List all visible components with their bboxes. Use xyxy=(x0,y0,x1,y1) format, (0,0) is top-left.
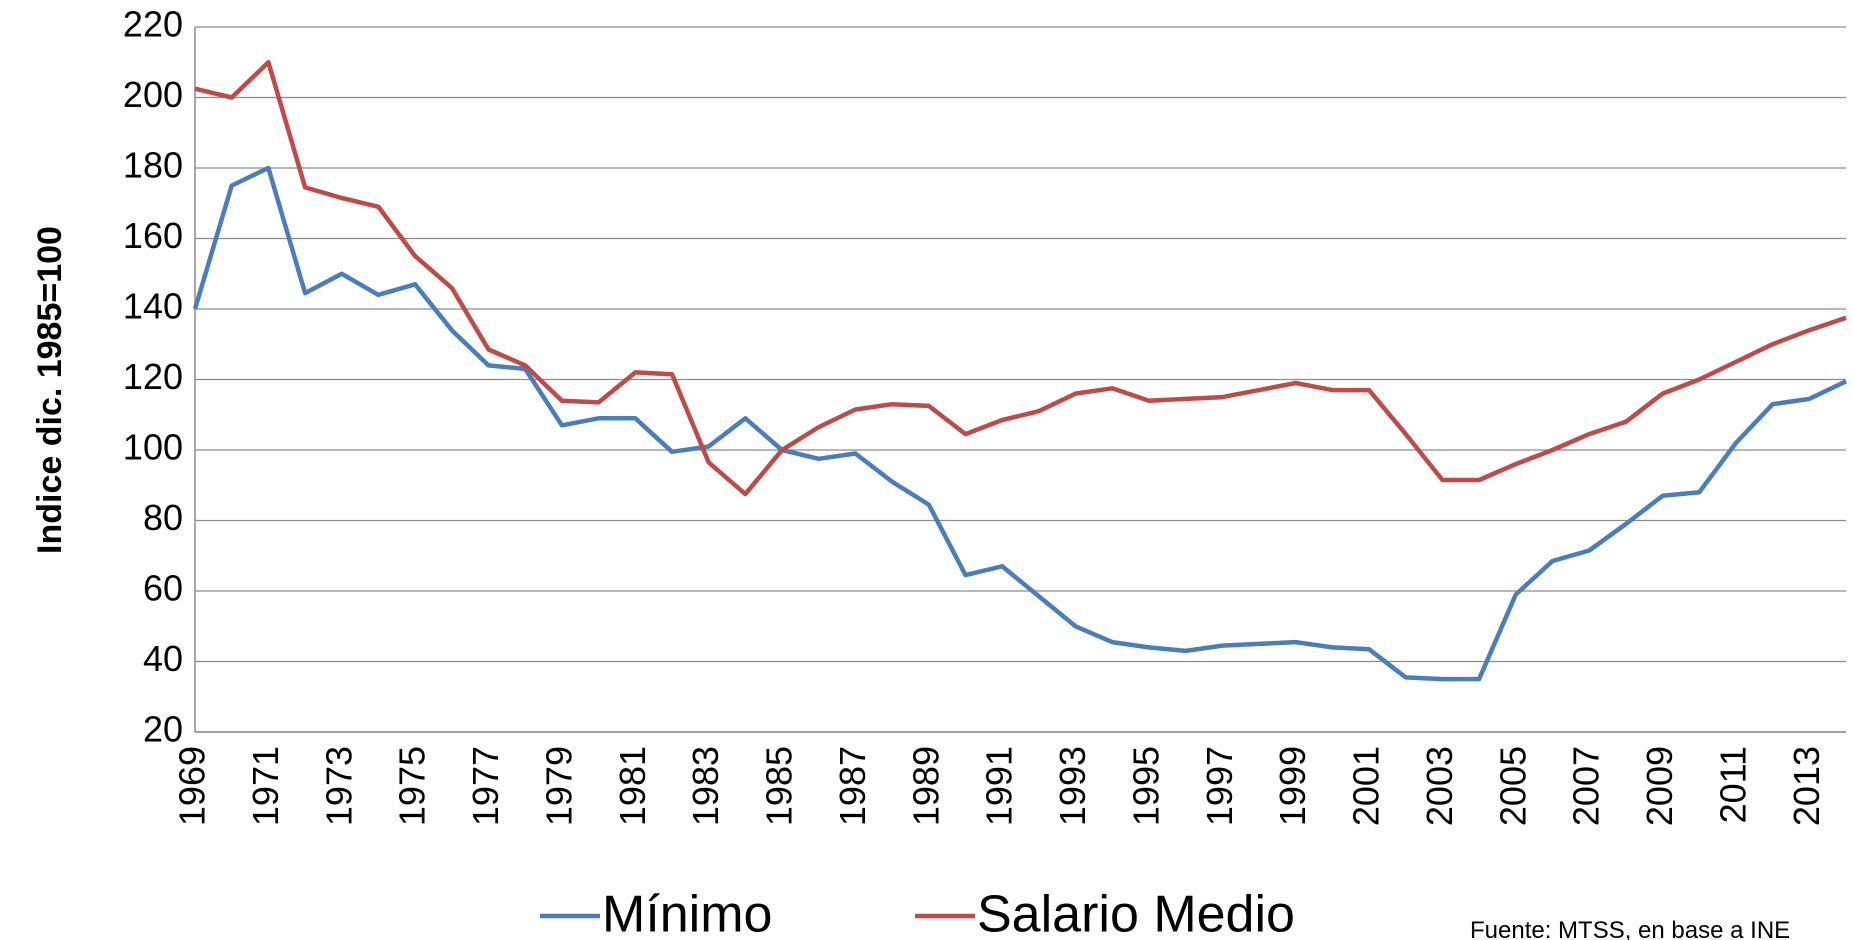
legend-label: Salario Medio xyxy=(977,886,1295,940)
y-tick-label: 80 xyxy=(143,497,183,538)
y-tick-label: 220 xyxy=(123,4,183,45)
y-tick-label: 100 xyxy=(123,427,183,468)
y-tick-label: 60 xyxy=(143,568,183,609)
y-tick-label: 160 xyxy=(123,215,183,256)
x-tick-label: 1993 xyxy=(1052,746,1093,826)
x-tick-label: 1989 xyxy=(905,746,946,826)
y-tick-label: 120 xyxy=(123,356,183,397)
y-tick-label: 180 xyxy=(123,145,183,186)
y-axis-title: Indice dic. 1985=100 xyxy=(31,226,69,554)
x-tick-label: 2001 xyxy=(1346,746,1387,826)
x-tick-label: 1991 xyxy=(979,746,1020,826)
x-tick-label: 1979 xyxy=(538,746,579,826)
series-line xyxy=(192,165,1847,682)
x-tick-label: 2011 xyxy=(1712,746,1753,823)
series-line xyxy=(194,60,1847,497)
x-tick-label: 1973 xyxy=(318,746,359,826)
x-tick-label: 1987 xyxy=(832,746,873,826)
x-tick-label: 1975 xyxy=(392,746,433,826)
source-note: Fuente: MTSS, en base a INE xyxy=(1470,917,1790,940)
x-tick-label: 1981 xyxy=(612,746,653,826)
y-tick-label: 200 xyxy=(123,74,183,115)
x-tick-label: 1971 xyxy=(245,746,286,826)
x-tick-label: 2003 xyxy=(1419,746,1460,826)
y-tick-label: 140 xyxy=(123,286,183,327)
x-tick-label: 1997 xyxy=(1199,746,1240,826)
y-tick-label: 20 xyxy=(143,709,183,750)
x-tick-label: 2009 xyxy=(1639,746,1680,826)
x-tick-label: 1977 xyxy=(465,746,506,826)
x-tick-label: 1999 xyxy=(1272,746,1313,826)
x-tick-label: 2007 xyxy=(1566,746,1607,826)
x-tick-label: 2005 xyxy=(1492,746,1533,826)
legend-label: Mínimo xyxy=(602,886,772,940)
x-tick-label: 1995 xyxy=(1125,746,1166,826)
y-tick-label: 40 xyxy=(143,638,183,679)
x-tick-label: 1985 xyxy=(759,746,800,826)
x-tick-label: 2013 xyxy=(1786,746,1827,826)
x-tick-label: 1983 xyxy=(685,746,726,826)
x-tick-label: 1969 xyxy=(172,746,213,826)
